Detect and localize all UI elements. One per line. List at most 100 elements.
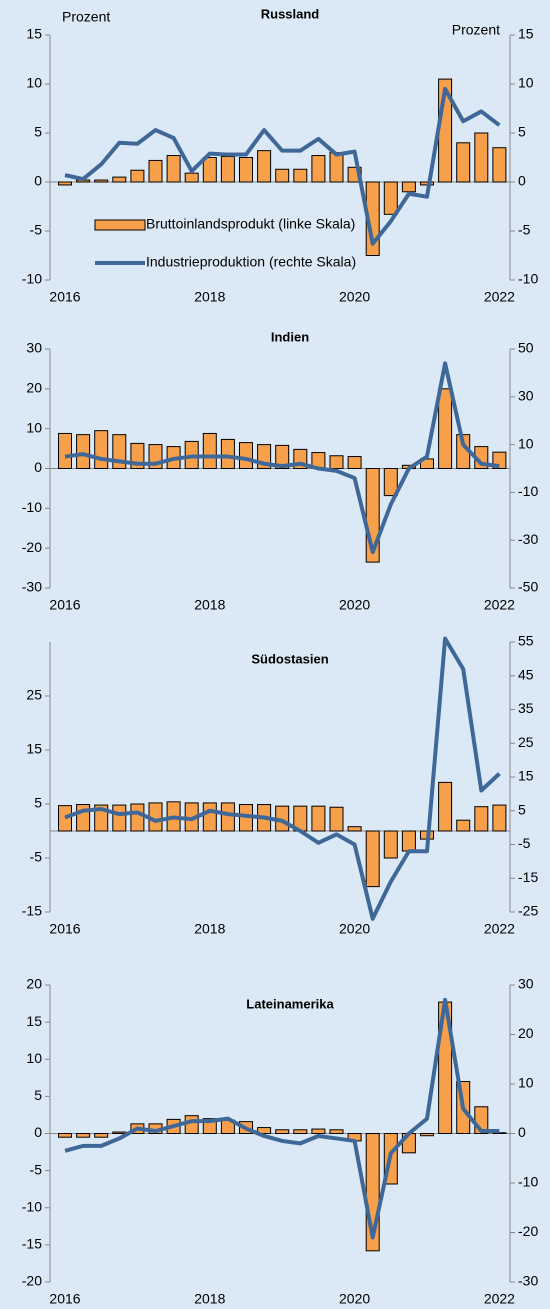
- bar: [329, 1129, 344, 1134]
- y2-tick-label: -15: [518, 869, 538, 885]
- y2-tick-label: 0: [518, 1124, 526, 1140]
- bar: [58, 432, 72, 469]
- bar: [383, 468, 398, 497]
- bar: [293, 1129, 308, 1134]
- bar: [329, 152, 344, 183]
- y-tick-label: 5: [34, 795, 42, 811]
- bar: [347, 826, 362, 832]
- x-tick-label: 2020: [339, 597, 370, 613]
- y-tick-label: 20: [26, 380, 42, 396]
- y-tick-label: 0: [34, 459, 42, 475]
- y2-tick-label: 15: [518, 26, 534, 42]
- y-tick-label: 10: [26, 1050, 42, 1066]
- chart-title: Lateinamerika: [246, 996, 334, 1011]
- bar: [58, 181, 72, 186]
- x-tick-label: 2022: [484, 921, 515, 937]
- y-tick-label: 0: [34, 173, 42, 189]
- legend-label: Industrieproduktion (rechte Skala): [146, 254, 356, 270]
- bar: [220, 156, 235, 183]
- bar: [58, 1133, 72, 1138]
- y-tick-label: 5: [34, 1087, 42, 1103]
- bar: [202, 432, 217, 469]
- y-tick-label: 30: [26, 340, 42, 356]
- bar: [130, 803, 145, 832]
- bar: [76, 434, 91, 469]
- x-tick-label: 2016: [49, 921, 80, 937]
- y2-tick-label: -5: [518, 222, 531, 238]
- bar: [239, 157, 253, 183]
- y2-tick-label: -25: [518, 903, 538, 919]
- bar: [202, 802, 217, 832]
- x-tick-label: 2022: [484, 1291, 515, 1307]
- bar: [94, 430, 109, 469]
- bar: [311, 155, 326, 183]
- bar: [474, 132, 489, 183]
- bar: [293, 168, 308, 183]
- y2-tick-label: 50: [518, 340, 534, 356]
- y-tick-label: 0: [34, 1124, 42, 1140]
- x-tick-label: 2018: [194, 289, 225, 305]
- y-tick-label: 25: [26, 687, 42, 703]
- bar: [220, 802, 235, 832]
- bar: [420, 181, 434, 186]
- bar: [94, 179, 109, 183]
- y-tick-label: 10: [26, 75, 42, 91]
- y2-tick-label: 55: [518, 633, 534, 649]
- bar: [365, 830, 380, 888]
- y-tick-label: 5: [34, 124, 42, 140]
- y2-tick-label: 20: [518, 1025, 534, 1041]
- bar: [239, 442, 253, 470]
- bar: [148, 159, 163, 183]
- bar: [311, 805, 326, 832]
- bar: [311, 1128, 326, 1135]
- y-tick-label: -10: [22, 271, 42, 287]
- bar: [112, 1131, 127, 1135]
- bar: [166, 155, 181, 183]
- line: [64, 997, 500, 1240]
- y-tick-label: 10: [26, 419, 42, 435]
- y-tick-label: -20: [22, 1273, 42, 1289]
- y2-tick-label: -10: [518, 483, 538, 499]
- bar: [438, 388, 453, 470]
- y2-tick-label: 45: [518, 666, 534, 682]
- bar: [401, 830, 416, 852]
- y-tick-label: -30: [22, 579, 42, 595]
- legend-swatch: [94, 219, 146, 231]
- bar: [329, 806, 344, 832]
- bar: [456, 819, 471, 832]
- bar: [130, 169, 145, 183]
- bar: [383, 181, 398, 215]
- x-tick-label: 2016: [49, 597, 80, 613]
- y-tick-label: 20: [26, 976, 42, 992]
- y2-tick-label: -10: [518, 271, 538, 287]
- bar: [347, 456, 362, 469]
- y2-tick-label: -30: [518, 1273, 538, 1289]
- bar: [474, 806, 489, 832]
- bar: [220, 438, 235, 469]
- bar: [492, 804, 507, 832]
- y2-tick-label: 5: [518, 124, 526, 140]
- y-tick-label: -5: [30, 1161, 43, 1177]
- y2-tick-label: 15: [518, 768, 534, 784]
- y2-tick-label: -30: [518, 531, 538, 547]
- bar: [329, 455, 344, 469]
- line: [64, 361, 500, 555]
- y-tick-label: 15: [26, 741, 42, 757]
- bar: [275, 1129, 290, 1134]
- line: [64, 636, 501, 921]
- y-tick-label: 15: [26, 1013, 42, 1029]
- bar: [184, 172, 199, 183]
- bar: [202, 157, 217, 183]
- y2-tick-label: -10: [518, 1174, 538, 1190]
- y2-tick-label: 35: [518, 700, 534, 716]
- y-tick-label: -15: [22, 903, 42, 919]
- y2-tick-label: 10: [518, 75, 534, 91]
- y-tick-label: 15: [26, 26, 42, 42]
- y2-tick-label: 10: [518, 1075, 534, 1091]
- x-tick-label: 2020: [339, 921, 370, 937]
- bar: [184, 1115, 199, 1135]
- y-tick-label: -5: [30, 849, 43, 865]
- x-tick-label: 2022: [484, 597, 515, 613]
- bar: [58, 805, 72, 832]
- y2-tick-label: 10: [518, 435, 534, 451]
